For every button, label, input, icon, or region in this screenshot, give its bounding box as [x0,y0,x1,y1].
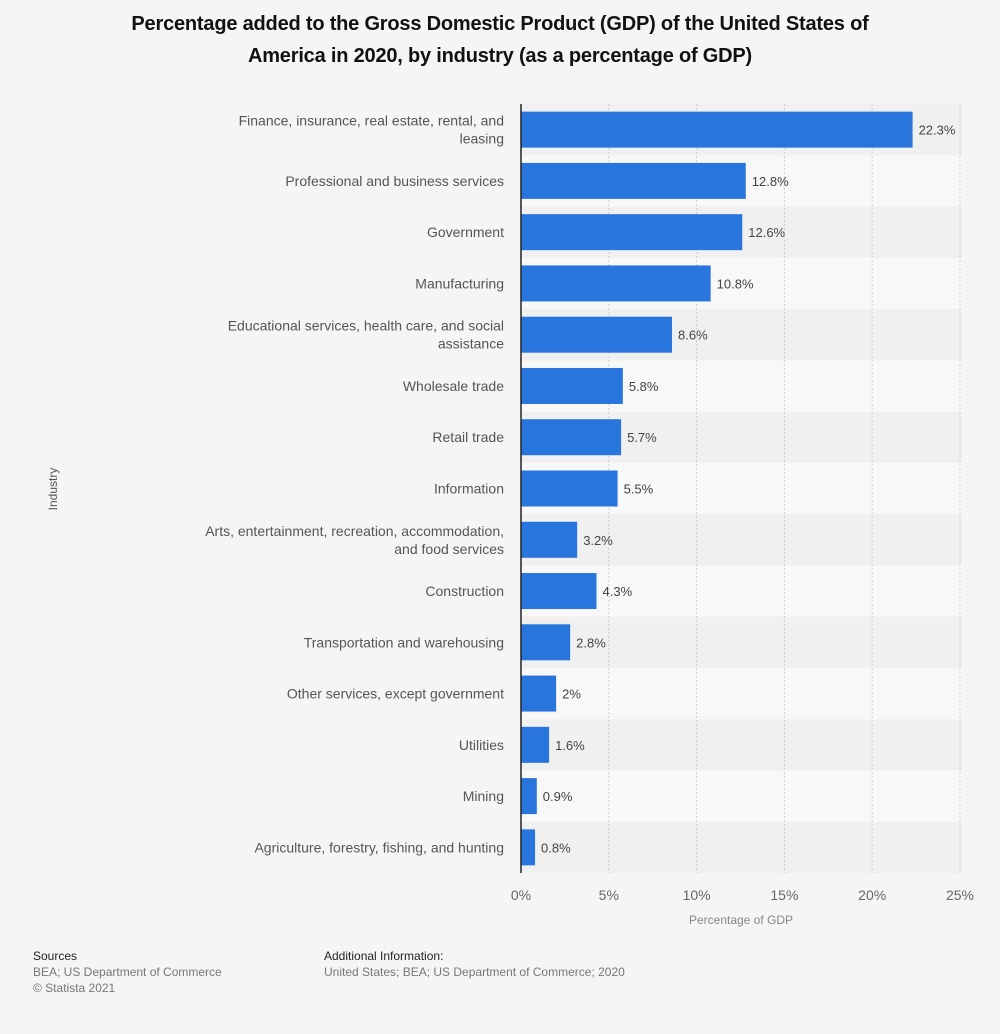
bar [521,111,913,148]
bar [521,521,578,558]
chart-title: Percentage added to the Gross Domestic P… [60,8,940,72]
category-label: Wholesale trade [403,378,504,394]
bar [521,675,557,712]
category-label: Arts, entertainment, recreation, accommo… [205,523,504,539]
data-label: 5.8% [629,379,659,394]
x-tick-label: 5% [599,887,619,903]
category-label: Finance, insurance, real estate, rental,… [239,113,504,129]
row-band [521,770,962,822]
category-label: Educational services, health care, and s… [228,318,504,334]
additional-info-block: Additional Information: United States; B… [324,948,625,980]
x-tick-label: 0% [511,887,531,903]
row-band [521,667,962,720]
bar [521,726,550,763]
data-label: 1.6% [555,738,585,753]
bar-chart: 22.3% Finance, insurance, real estate, re… [46,104,974,927]
chart-title-line-1: Percentage added to the Gross Domestic P… [131,13,869,35]
data-label: 4.3% [603,584,633,599]
data-label: 2% [562,687,581,702]
x-tick-label: 15% [770,887,798,903]
category-label: Professional and business services [285,173,504,189]
category-label: Other services, except government [287,686,504,702]
data-label: 0.8% [541,840,571,855]
data-label: 12.6% [748,225,785,240]
copyright-text: © Statista 2021 [33,981,116,995]
bar [521,316,673,353]
category-label: leasing [460,131,504,147]
data-label: 5.5% [624,482,654,497]
category-label: Mining [463,788,504,804]
category-label: Agriculture, forestry, fishing, and hunt… [254,839,504,855]
data-label: 3.2% [583,533,613,548]
x-tick-label: 10% [683,887,711,903]
sources-text: BEA; US Department of Commerce [33,965,222,979]
data-label: 8.6% [678,328,708,343]
x-tick-label: 25% [946,887,974,903]
bar [521,367,623,404]
data-label: 22.3% [919,123,956,138]
bar [521,470,618,507]
category-label: Transportation and warehousing [304,634,504,650]
additional-info-text: United States; BEA; US Department of Com… [324,965,625,979]
row-band [521,514,962,566]
category-label: Retail trade [432,429,504,445]
x-tick-label: 20% [858,887,886,903]
bar [521,778,537,815]
row-band [521,616,962,668]
bar [521,265,711,302]
bar [521,419,622,456]
bar [521,829,536,866]
row-band [521,821,962,873]
category-label: Construction [425,583,504,599]
x-axis-title: Percentage of GDP [689,913,793,927]
additional-info-heading: Additional Information: [324,949,444,963]
bar [521,624,571,661]
category-label: and food services [394,541,504,557]
data-label: 0.9% [543,789,573,804]
category-label: Information [434,481,504,497]
category-label: Government [427,224,504,240]
data-label: 2.8% [576,635,606,650]
row-band [521,719,962,771]
bar [521,214,743,251]
data-label: 5.7% [627,430,657,445]
category-label: Manufacturing [415,275,504,291]
bar [521,573,597,610]
y-axis-title: Industry [46,468,60,511]
category-label: assistance [438,336,504,352]
sources-heading: Sources [33,949,78,963]
sources-block: Sources BEA; US Department of Commerce ©… [33,948,222,996]
category-label: Utilities [459,737,504,753]
data-label: 12.8% [752,174,789,189]
bar [521,162,746,199]
data-label: 10.8% [717,276,754,291]
chart-title-line-2: America in 2020, by industry (as a perce… [247,45,753,67]
